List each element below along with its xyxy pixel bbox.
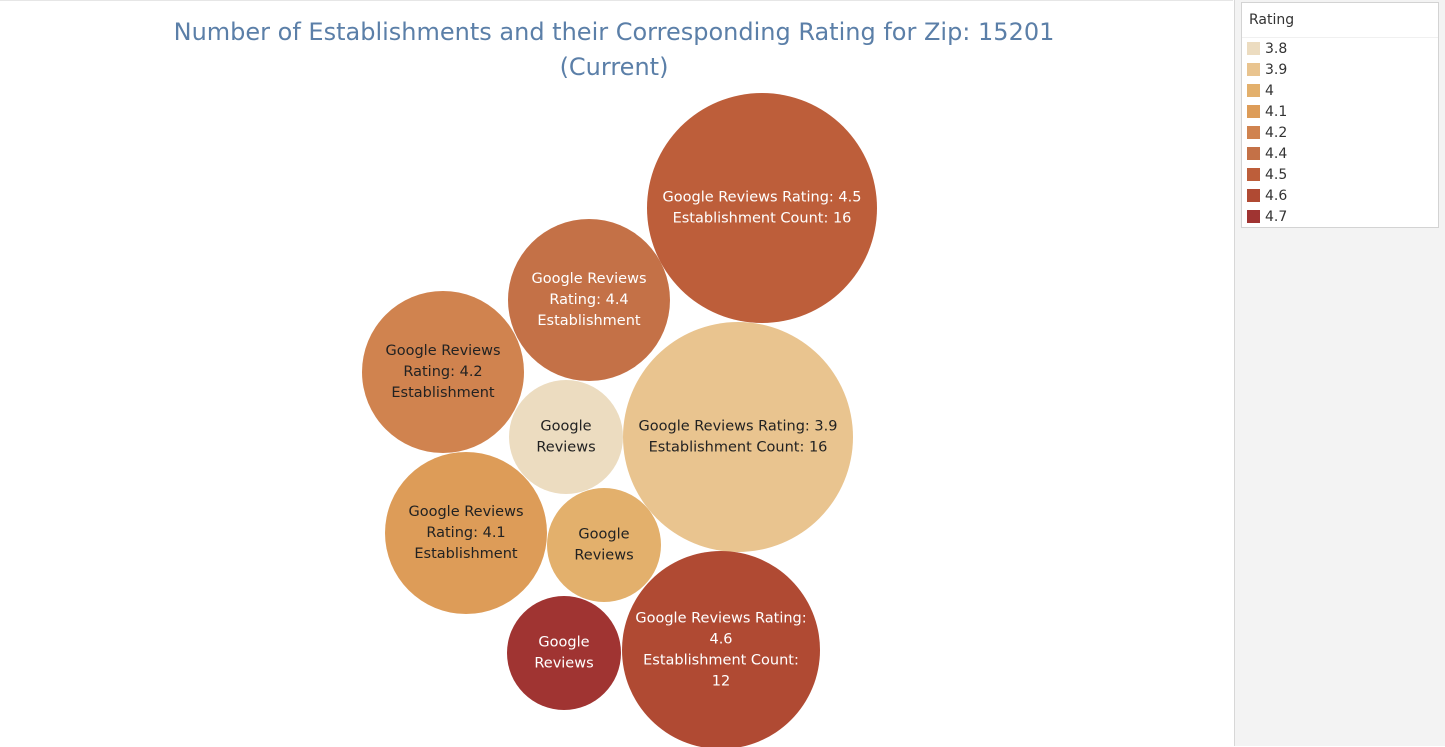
bubble-label: Google Reviews bbox=[385, 343, 500, 359]
legend-label: 3.9 bbox=[1265, 61, 1288, 78]
bubble-circle[interactable] bbox=[509, 380, 623, 494]
bubble-label: Google Reviews Rating: bbox=[635, 611, 806, 627]
bubble-label: Reviews bbox=[574, 548, 633, 564]
legend: Rating 3.8 3.9 4 4.1 4.2 4.4 4.5 4.6 4.7 bbox=[1241, 2, 1439, 228]
bubble-circle[interactable] bbox=[547, 488, 661, 602]
legend-item[interactable]: 4.5 bbox=[1242, 164, 1438, 185]
legend-swatch bbox=[1247, 63, 1260, 76]
legend-swatch bbox=[1247, 210, 1260, 223]
bubble-label: Rating: 4.1 bbox=[426, 525, 505, 541]
chart-title: Number of Establishments and their Corre… bbox=[0, 15, 1230, 85]
legend-label: 4.5 bbox=[1265, 166, 1288, 183]
chart-title-line-1: Number of Establishments and their Corre… bbox=[173, 18, 1055, 46]
bubble-label: Rating: 4.4 bbox=[549, 292, 628, 308]
bubble-label: Reviews bbox=[536, 440, 595, 456]
chart-area: Number of Establishments and their Corre… bbox=[0, 0, 1233, 747]
bubble-circle[interactable] bbox=[623, 322, 853, 552]
bubble-label: Rating: 4.2 bbox=[403, 364, 482, 380]
bubble-circle[interactable] bbox=[385, 452, 547, 614]
chart-title-line-2: (Current) bbox=[559, 53, 669, 81]
legend-label: 4.4 bbox=[1265, 145, 1288, 162]
legend-swatch bbox=[1247, 84, 1260, 97]
bubble-4-7[interactable]: Google Reviews bbox=[507, 596, 621, 710]
bubble-circle[interactable] bbox=[362, 291, 524, 453]
bubble-label: Establishment Count: 16 bbox=[649, 440, 828, 456]
bubble-label: Establishment Count: 16 bbox=[673, 211, 852, 227]
legend-label: 4.7 bbox=[1265, 208, 1288, 225]
legend-swatch bbox=[1247, 168, 1260, 181]
bubble-label: Google bbox=[538, 635, 589, 651]
bubble-circle[interactable] bbox=[622, 551, 820, 747]
bubble-label: Establishment bbox=[537, 313, 641, 329]
legend-label: 4.1 bbox=[1265, 103, 1288, 120]
legend-swatch bbox=[1247, 126, 1260, 139]
bubble-label: 4.6 bbox=[709, 632, 732, 648]
legend-title: Rating bbox=[1242, 3, 1438, 38]
bubble-label: Google Reviews Rating: 3.9 bbox=[639, 419, 838, 435]
legend-swatch bbox=[1247, 189, 1260, 202]
bubble-label: Google bbox=[578, 527, 629, 543]
legend-item[interactable]: 4.1 bbox=[1242, 101, 1438, 122]
legend-swatch bbox=[1247, 147, 1260, 160]
bubble-4-2[interactable]: Google Reviews Rating: 4.2 Establishment bbox=[362, 291, 524, 453]
bubble-4-4[interactable]: Google Reviews Rating: 4.4 Establishment bbox=[508, 219, 670, 381]
bubble-chart: Google Reviews Rating: 4.5 Establishment … bbox=[362, 93, 877, 747]
bubble-4-6[interactable]: Google Reviews Rating: 4.6 Establishment C… bbox=[622, 551, 820, 747]
legend-items: 3.8 3.9 4 4.1 4.2 4.4 4.5 4.6 4.7 bbox=[1242, 38, 1438, 227]
legend-label: 4 bbox=[1265, 82, 1274, 99]
legend-item[interactable]: 4.4 bbox=[1242, 143, 1438, 164]
legend-item[interactable]: 4.7 bbox=[1242, 206, 1438, 227]
legend-label: 3.8 bbox=[1265, 40, 1288, 57]
legend-item[interactable]: 4.2 bbox=[1242, 122, 1438, 143]
bubble-label: Google Reviews bbox=[408, 504, 523, 520]
side-panel: Rating 3.8 3.9 4 4.1 4.2 4.4 4.5 4.6 4.7 bbox=[1234, 0, 1445, 746]
bubble-label: Establishment bbox=[414, 546, 518, 562]
bubble-label: Google Reviews Rating: 4.5 bbox=[663, 190, 862, 206]
bubble-3-8[interactable]: Google Reviews bbox=[509, 380, 623, 494]
bubble-3-9[interactable]: Google Reviews Rating: 3.9 Establishment … bbox=[623, 322, 853, 552]
bubble-label: 12 bbox=[712, 674, 730, 690]
bubble-label: Google Reviews bbox=[531, 271, 646, 287]
legend-item[interactable]: 3.9 bbox=[1242, 59, 1438, 80]
bubble-4-1[interactable]: Google Reviews Rating: 4.1 Establishment bbox=[385, 452, 547, 614]
bubble-4[interactable]: Google Reviews bbox=[547, 488, 661, 602]
legend-label: 4.6 bbox=[1265, 187, 1288, 204]
bubble-circle[interactable] bbox=[647, 93, 877, 323]
bubble-label: Reviews bbox=[534, 656, 593, 672]
legend-swatch bbox=[1247, 105, 1260, 118]
bubble-label: Establishment Count: bbox=[643, 653, 799, 669]
legend-swatch bbox=[1247, 42, 1260, 55]
bubble-circle[interactable] bbox=[507, 596, 621, 710]
legend-item[interactable]: 3.8 bbox=[1242, 38, 1438, 59]
legend-label: 4.2 bbox=[1265, 124, 1288, 141]
legend-item[interactable]: 4 bbox=[1242, 80, 1438, 101]
bubble-label: Google bbox=[540, 419, 591, 435]
legend-item[interactable]: 4.6 bbox=[1242, 185, 1438, 206]
bubble-label: Establishment bbox=[391, 385, 495, 401]
bubble-4-5[interactable]: Google Reviews Rating: 4.5 Establishment … bbox=[647, 93, 877, 323]
bubble-circle[interactable] bbox=[508, 219, 670, 381]
